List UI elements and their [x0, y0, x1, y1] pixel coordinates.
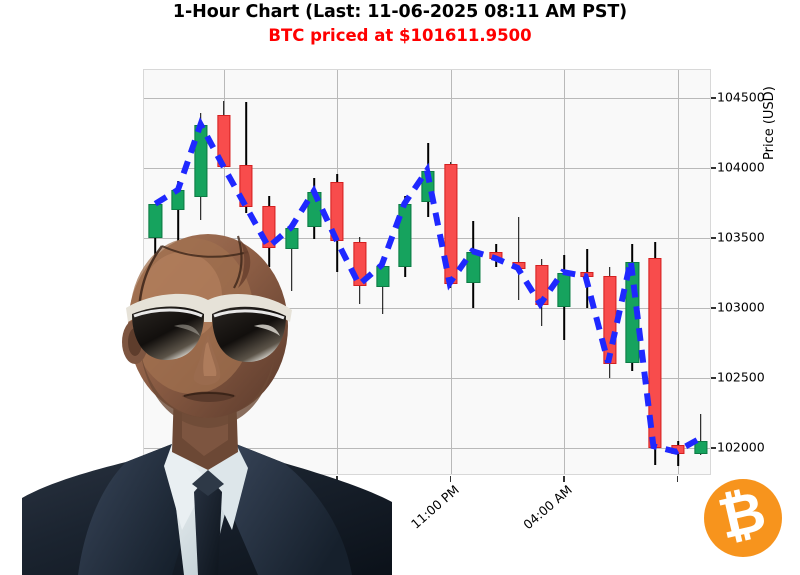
candle-body [307, 191, 321, 227]
candle-body [694, 441, 708, 454]
candle-body [512, 261, 526, 269]
grid-line-vertical [677, 70, 679, 474]
y-tick-label: 103500 [717, 229, 765, 245]
candle-body [444, 163, 458, 285]
candle-body [148, 204, 162, 238]
candle-body [353, 242, 367, 286]
candle-body [625, 261, 640, 363]
y-tick-label: 102500 [717, 369, 765, 385]
grid-line-horizontal [144, 378, 710, 379]
x-tick-label: 06:00 PM [294, 482, 348, 532]
y-tick-mark [711, 97, 716, 99]
y-tick-mark [711, 307, 716, 309]
x-tick-mark [676, 476, 679, 482]
candle-body [580, 271, 594, 278]
price-subtitle: BTC priced at $101611.9500 [268, 26, 532, 45]
candle-body [216, 114, 231, 167]
x-tick-mark [449, 476, 452, 482]
candle-body [671, 445, 685, 454]
candle-body [239, 165, 253, 208]
x-tick-label: 04:00 AM [520, 482, 576, 533]
y-tick-mark [711, 237, 716, 239]
candle-body [557, 273, 571, 307]
candle-body [262, 205, 276, 248]
grid-line-vertical [337, 70, 339, 474]
candlestick-plot-area[interactable] [143, 69, 711, 475]
y-tick-label: 104000 [717, 159, 765, 175]
candle-body [535, 264, 549, 306]
y-tick-label: 103000 [717, 299, 765, 315]
candle-wick [586, 249, 588, 308]
bitcoin-logo: ₿ [704, 479, 782, 557]
y-tick-label: 102000 [717, 439, 765, 455]
candle-wick [699, 414, 702, 455]
y-tick-label: 104500 [717, 89, 765, 105]
x-tick-label: 11:00 PM [407, 482, 462, 532]
bitcoin-symbol: ₿ [712, 478, 772, 553]
candle-body [330, 182, 344, 241]
candle-body [285, 228, 299, 250]
candle-body [648, 257, 662, 448]
x-tick-mark [563, 476, 565, 482]
grid-line-horizontal [144, 98, 710, 99]
y-tick-mark [711, 447, 716, 449]
candle-body [466, 252, 481, 283]
grid-line-horizontal [144, 448, 710, 449]
candle-body [398, 204, 412, 268]
y-tick-mark [711, 167, 716, 169]
candle-body [375, 266, 390, 287]
candle-body [171, 190, 185, 210]
y-tick-mark [711, 377, 716, 379]
candle-body [603, 275, 617, 364]
candle-body [194, 124, 208, 198]
candle-body [489, 252, 503, 259]
page-title: 1-Hour Chart (Last: 11-06-2025 08:11 AM … [172, 2, 628, 22]
y-axis-label: Price (USD) [762, 86, 777, 160]
candle-body [421, 170, 435, 202]
grid-line-horizontal [144, 238, 710, 239]
candle-wick [518, 217, 520, 300]
